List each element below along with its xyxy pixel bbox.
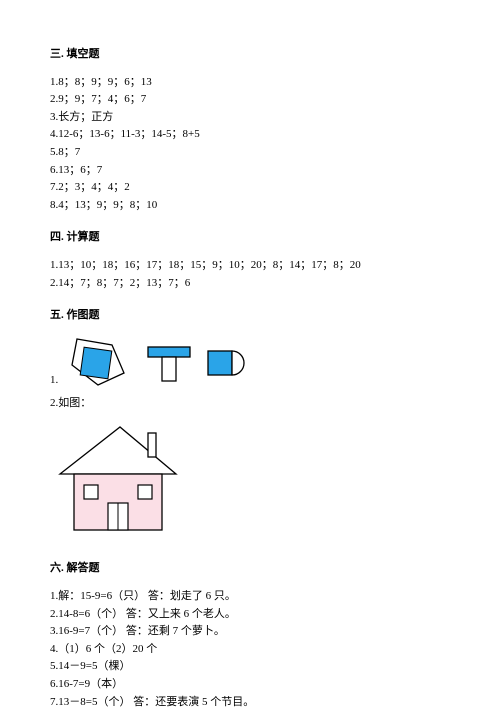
s6-line: 5.14－9=5（棵） [50,658,450,676]
s6-line: 4.（1）6 个（2）20 个 [50,641,450,659]
section-4-answers: 1.13；10；18；16；17；18；15；9；10；20；8；14；17；8… [50,257,450,292]
section-3-title: 三. 填空题 [50,45,450,64]
figure-1-row: 1. [50,335,450,390]
s6-line: 1.解：15-9=6（只） 答：划走了 6 只。 [50,588,450,606]
house-figure-icon [50,419,190,539]
s6-line: 3.16-9=7（个） 答：还剩 7 个萝卜。 [50,623,450,641]
s3-line: 3.长方；正方 [50,109,450,127]
s4-line: 2.14；7；8；7；2；13；7；6 [50,275,450,293]
q1-label: 1. [50,371,58,390]
q2-label: 2.如图： [50,394,450,413]
section-3-answers: 1.8；8；9；9；6；13 2.9；9；7；4；6；7 3.长方；正方 4.1… [50,74,450,215]
section-4-title: 四. 计算题 [50,228,450,247]
s6-line: 7.13－8=5（个） 答：还要表演 5 个节目。 [50,694,450,711]
s3-line: 7.2；3；4；4；2 [50,179,450,197]
s6-line: 6.16-7=9（本） [50,676,450,694]
s3-line: 2.9；9；7；4；6；7 [50,91,450,109]
s3-line: 6.13；6；7 [50,162,450,180]
s3-line: 8.4；13；9；9；8；10 [50,197,450,215]
s6-line: 2.14-8=6（个） 答：又上来 6 个老人。 [50,606,450,624]
section-5-title: 五. 作图题 [50,306,450,325]
s4-line: 1.13；10；18；16；17；18；15；9；10；20；8；14；17；8… [50,257,450,275]
s3-line: 4.12-6；13-6；11-3；14-5；8+5 [50,126,450,144]
section-6-answers: 1.解：15-9=6（只） 答：划走了 6 只。 2.14-8=6（个） 答：又… [50,588,450,711]
shapes-figure-icon [68,335,258,390]
s3-line: 1.8；8；9；9；6；13 [50,74,450,92]
section-6-title: 六. 解答题 [50,559,450,578]
s3-line: 5.8；7 [50,144,450,162]
